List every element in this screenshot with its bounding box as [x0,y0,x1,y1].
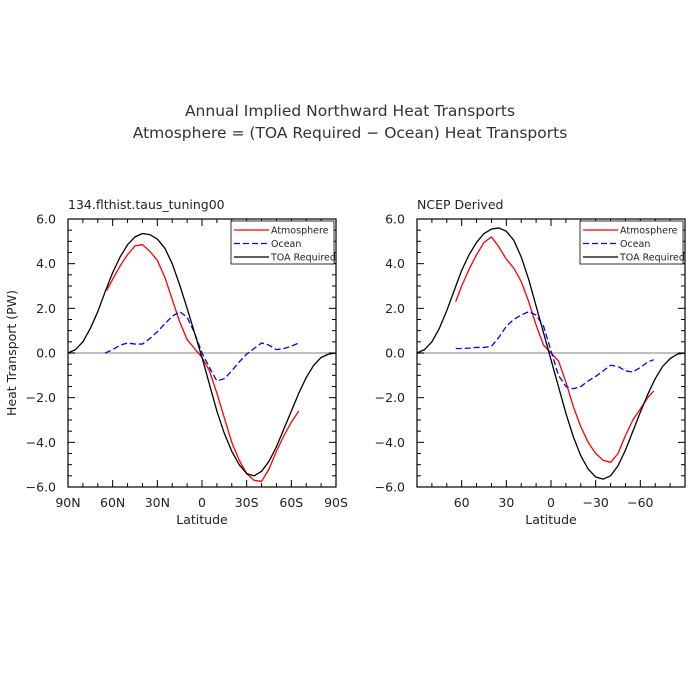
series-line-ocean [104,311,300,382]
legend-label-ocean: Ocean [271,239,301,250]
y-tick-label: 4.0 [385,256,405,271]
x-tick-label: 30N [145,495,170,510]
y-tick-label: 6.0 [385,212,405,227]
y-tick-label: −2.0 [26,390,56,405]
y-tick-label: −6.0 [26,480,56,495]
legend-label-toa-required: TOA Required [270,253,336,264]
panel-model: −6.0 −4.0 −2.0 0.0 2.0 4.0 6.0 90N 60N 30N 0 30S 60S… [4,197,348,527]
legend: Atmosphere Ocean TOA Required [579,220,685,265]
x-tick-label: 90S [324,495,348,510]
series-line-toa-required [417,227,685,480]
legend-label-atmosphere: Atmosphere [271,226,329,237]
y-tick-label: 0.0 [36,346,56,361]
y-tick-label: 2.0 [36,301,56,316]
x-axis-label: Latitude [525,512,577,527]
legend-label-ocean: Ocean [620,239,650,250]
y-tick-label: −4.0 [375,435,405,450]
x-tick-label: 60N [100,495,125,510]
legend-label-atmosphere: Atmosphere [620,226,678,237]
x-tick-label: −60 [627,495,653,510]
legend: Atmosphere Ocean TOA Required [230,220,336,265]
x-tick-label: 0 [547,495,555,510]
y-tick-label: −4.0 [26,435,56,450]
x-axis-label: Latitude [176,512,228,527]
series-line-ocean [455,311,654,390]
x-tick-label: 90N [55,495,80,510]
figure-title-line2: Atmosphere = (TOA Required − Ocean) Heat… [133,124,568,142]
y-axis-label: Heat Transport (PW) [4,290,19,416]
x-tick-label: 30S [235,495,259,510]
y-tick-label: −2.0 [375,390,405,405]
y-tick-label: 4.0 [36,256,56,271]
panel-title: NCEP Derived [417,197,503,212]
y-tick-label: 6.0 [36,212,56,227]
x-tick-label: −30 [582,495,608,510]
legend-label-toa-required: TOA Required [619,253,685,264]
y-tick-label: −6.0 [375,480,405,495]
x-tick-label: 60 [454,495,470,510]
figure-title-line1: Annual Implied Northward Heat Transports [185,102,515,120]
x-tick-label: 0 [198,495,206,510]
y-tick-label: 2.0 [385,301,405,316]
panel-ncep: −6.0 −4.0 −2.0 0.0 2.0 4.0 6.0 60 30 0 −30 −60 Latit… [375,197,686,527]
x-tick-label: 30 [498,495,514,510]
series-line-toa-required [68,232,336,477]
series-line-atmosphere [455,236,655,464]
y-tick-label: 0.0 [385,346,405,361]
x-tick-label: 60S [279,495,303,510]
series-line-atmosphere [106,244,300,483]
panel-title: 134.flthist.taus_tuning00 [68,197,225,212]
